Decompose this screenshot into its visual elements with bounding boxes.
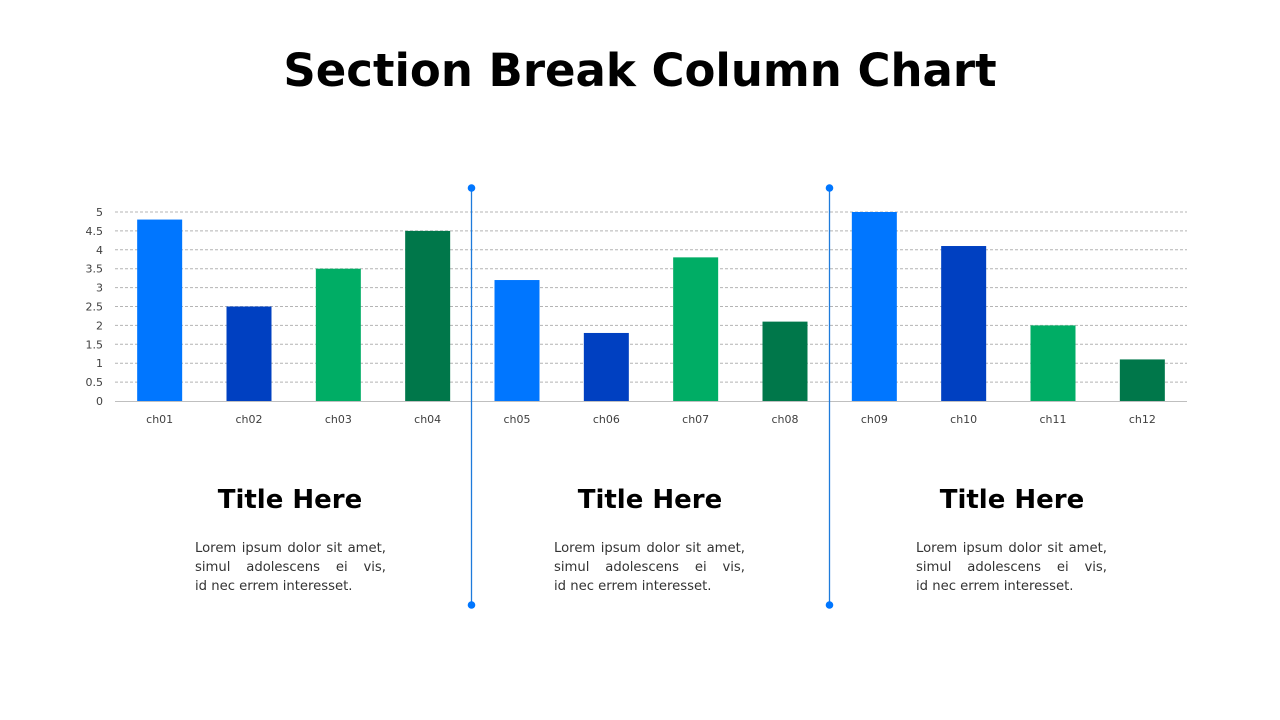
bar-ch12 <box>1119 359 1165 401</box>
y-tick-label: 1.5 <box>86 338 104 351</box>
x-tick-label: ch01 <box>146 413 173 426</box>
section-2-body: Lorem ipsum dolor sit amet, simul adoles… <box>554 539 745 596</box>
section-3-body-line: id nec errem interesset. <box>916 579 1074 594</box>
x-tick-label: ch12 <box>1129 413 1156 426</box>
section-divider-top-dot <box>467 184 476 192</box>
x-axis-ticks: ch01 ch02 ch03 ch04 ch05 ch06 ch07 ch08 ch09 ch10… <box>146 413 1156 426</box>
section-1-body-line: id nec errem interesset. <box>195 579 353 594</box>
y-tick-label: 4 <box>96 244 103 257</box>
section-2-body-line: id nec errem interesset. <box>554 579 712 594</box>
section-2-body-line: Lorem ipsum dolor sit amet, <box>554 541 745 556</box>
y-tick-label: 3.5 <box>86 263 104 276</box>
bar-ch08 <box>762 321 808 401</box>
gridlines <box>115 211 1187 383</box>
bar-ch02 <box>226 306 272 401</box>
y-axis-ticks: 0 0.5 1 1.5 2 2.5 3 3.5 4 4.5 5 <box>86 206 104 408</box>
bar-ch04 <box>405 230 451 401</box>
x-tick-label: ch10 <box>950 413 977 426</box>
y-tick-label: 1 <box>96 357 103 370</box>
bar-ch06 <box>583 332 629 401</box>
bar-ch07 <box>673 257 719 401</box>
bars <box>137 212 1165 401</box>
y-tick-label: 2 <box>96 319 103 332</box>
y-tick-label: 0.5 <box>86 376 104 389</box>
y-tick-label: 0 <box>96 395 103 408</box>
section-divider-bottom-dot <box>825 601 834 609</box>
section-2-title: Title Here <box>577 485 723 515</box>
bar-ch05 <box>494 280 540 401</box>
section-2-body-line: simul adolescens ei vis, <box>554 560 745 575</box>
bar-ch03 <box>315 268 361 401</box>
bar-ch10 <box>941 246 987 401</box>
section-1-body-line: Lorem ipsum dolor sit amet, <box>195 541 386 556</box>
bar-ch11 <box>1030 325 1076 401</box>
y-tick-label: 4.5 <box>86 225 104 238</box>
bar-ch09 <box>851 212 897 401</box>
section-divider-bottom-dot <box>467 601 476 609</box>
x-tick-label: ch04 <box>414 413 441 426</box>
x-tick-label: ch07 <box>682 413 709 426</box>
section-1-title: Title Here <box>217 485 363 515</box>
section-divider-top-dot <box>825 184 834 192</box>
x-tick-label: ch11 <box>1039 413 1066 426</box>
x-tick-label: ch09 <box>861 413 888 426</box>
x-tick-label: ch02 <box>235 413 262 426</box>
section-dividers <box>467 184 834 609</box>
x-tick-label: ch05 <box>503 413 530 426</box>
section-3-body-line: Lorem ipsum dolor sit amet, <box>916 541 1107 556</box>
bar-ch01 <box>137 219 183 401</box>
x-tick-label: ch08 <box>771 413 798 426</box>
section-3-title: Title Here <box>939 485 1085 515</box>
y-tick-label: 5 <box>96 206 103 219</box>
x-tick-label: ch03 <box>325 413 352 426</box>
section-1-body: Lorem ipsum dolor sit amet, simul adoles… <box>195 539 386 596</box>
section-1-body-line: simul adolescens ei vis, <box>195 560 386 575</box>
section-3-body-line: simul adolescens ei vis, <box>916 560 1107 575</box>
slide-title: Section Break Column Chart <box>283 44 997 97</box>
section-3-body: Lorem ipsum dolor sit amet, simul adoles… <box>916 539 1107 596</box>
y-tick-label: 3 <box>96 282 103 295</box>
x-tick-label: ch06 <box>593 413 620 426</box>
y-tick-label: 2.5 <box>86 301 104 314</box>
